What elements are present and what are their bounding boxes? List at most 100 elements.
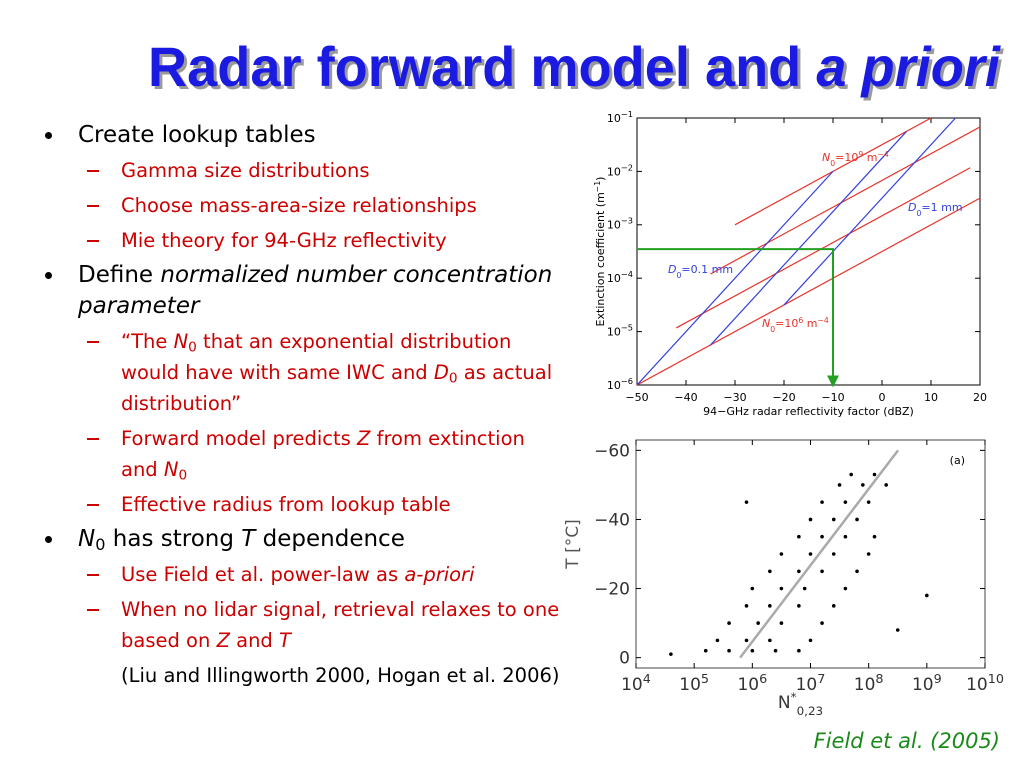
- text-run: “The: [121, 330, 174, 353]
- scatter-point: [703, 648, 708, 653]
- scatter-point: [843, 586, 848, 591]
- text-run: from extinction and: [121, 427, 525, 481]
- bullet-list: Create lookup tables Gamma size distribut…: [0, 116, 570, 691]
- text-run: 0,23: [797, 704, 823, 718]
- bullet-item: Gamma size distributions: [87, 155, 561, 186]
- annotation: D0=0.1 mm: [668, 263, 733, 280]
- text-run: Mie theory for 94-GHz reflectivity: [121, 229, 447, 252]
- text-run: T: [279, 629, 291, 652]
- text-run: Define: [78, 262, 161, 288]
- tick-label: 10−1: [607, 109, 633, 125]
- tick-label: 20: [973, 391, 987, 404]
- text-run: D: [908, 201, 916, 214]
- scatter-point: [884, 483, 888, 487]
- bullet-item: N0 has strong T dependence: [45, 524, 558, 555]
- bullet-item: Create lookup tables: [45, 120, 558, 151]
- bullet-marker: [87, 341, 99, 343]
- annotation: N0=106 m−4: [762, 316, 829, 334]
- tick-label: 107: [796, 672, 826, 696]
- scatter-point: [855, 517, 859, 522]
- text-run: 0: [188, 339, 197, 356]
- text-run: Z: [216, 629, 230, 652]
- bullet-marker: [87, 438, 99, 440]
- bullet-marker: [87, 170, 99, 172]
- text-run: −1: [593, 181, 602, 192]
- scatter-point: [843, 534, 848, 539]
- scatter-point: [768, 569, 772, 574]
- scatter-point: [779, 586, 784, 591]
- bullet-item: Mie theory for 94-GHz reflectivity: [87, 225, 561, 256]
- scatter-point: [925, 593, 929, 598]
- bullet-marker: [87, 240, 99, 242]
- scatter-point: [779, 552, 784, 556]
- scatter-point: [669, 652, 673, 656]
- tick-label: 10: [924, 391, 938, 404]
- text-run: =10: [775, 317, 798, 330]
- line-series: [675, 167, 971, 329]
- text-run: 6: [798, 316, 803, 325]
- text-run: 0: [676, 271, 681, 280]
- text-run: N: [762, 317, 770, 330]
- text-run: N: [822, 151, 830, 164]
- scatter-point: [837, 483, 842, 487]
- caption: Field et al. (2005): [814, 729, 1000, 753]
- text-run: normalized number concentration paramete…: [78, 262, 553, 319]
- bullet-item: (Liu and Illingworth 2000, Hogan et al. …: [121, 660, 561, 691]
- scatter-point: [872, 472, 877, 477]
- bullet-marker: [45, 132, 52, 139]
- bullet-marker: [87, 205, 99, 207]
- text-run: N: [163, 458, 179, 481]
- scatter-point: [779, 621, 784, 625]
- scatter-point: [808, 517, 813, 522]
- tick-label: −10: [821, 391, 844, 404]
- text-run: −4: [877, 150, 888, 159]
- tick-label: 10−4: [607, 269, 633, 285]
- bullet-marker: [87, 574, 99, 576]
- tick-label: 1010: [966, 672, 1004, 696]
- scatter-point: [820, 621, 824, 625]
- bullet-item: When no lidar signal, retrieval relaxes …: [87, 594, 561, 656]
- text-run: that an exponential distribution would h…: [121, 330, 512, 384]
- scatter-point: [797, 604, 801, 608]
- text-run: dependence: [255, 526, 405, 552]
- scatter-point: [872, 534, 877, 539]
- bullet-item: Choose mass-area-size relationships: [87, 190, 561, 221]
- text-run: Use Field et al. power-law as: [121, 563, 405, 586]
- tick-label: 104: [621, 672, 651, 696]
- text-run: Choose mass-area-size relationships: [121, 194, 477, 217]
- scatter-point: [768, 638, 772, 643]
- text-run: −4: [817, 316, 828, 325]
- bullet-marker: [87, 504, 99, 506]
- scatter-point: [727, 648, 731, 653]
- text-run: N: [173, 330, 189, 353]
- text-run: Create lookup tables: [78, 122, 316, 148]
- scatter-point: [744, 638, 749, 643]
- line-series: [636, 197, 981, 386]
- scatter-point: [831, 517, 836, 522]
- tick-label: 10−5: [607, 322, 633, 338]
- text-run: =0.1 mm: [681, 263, 733, 276]
- scatter-point: [808, 638, 813, 643]
- text-run: 0: [770, 325, 775, 334]
- text-run: N: [78, 526, 96, 552]
- scatter-point: [843, 500, 848, 504]
- tick-label: −20: [772, 391, 795, 404]
- scatter-point: [820, 569, 824, 574]
- scatter-point: [849, 472, 854, 477]
- text-run: (Liu and Illingworth 2000, Hogan et al. …: [121, 664, 560, 687]
- text-run: m: [863, 151, 877, 164]
- line-series: [710, 131, 907, 346]
- arrow: [637, 248, 839, 388]
- text-run: a-priori: [404, 563, 475, 586]
- tick-label: 10−6: [607, 376, 633, 392]
- tick-label: 0: [619, 649, 630, 669]
- text-run: m: [803, 317, 817, 330]
- line-series: [783, 117, 956, 306]
- scatter-point: [727, 621, 731, 625]
- text-run: a priori: [816, 35, 1001, 98]
- scatter-point: [715, 638, 720, 643]
- fit-line: [739, 449, 900, 659]
- scatter-point: [750, 586, 755, 591]
